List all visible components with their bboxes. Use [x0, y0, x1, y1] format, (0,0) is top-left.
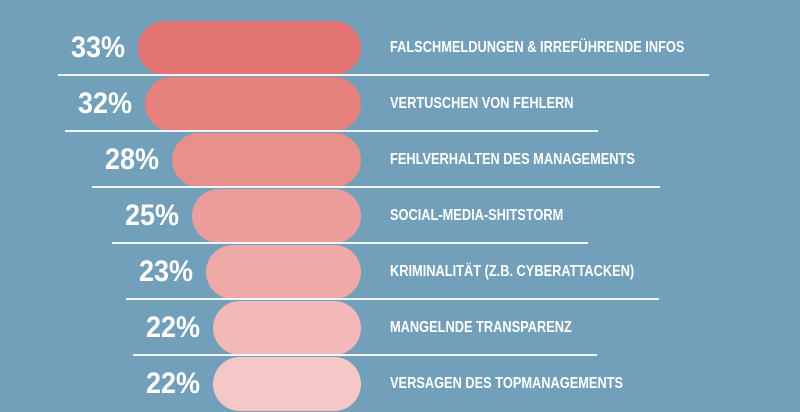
- bar: [138, 21, 361, 75]
- value-label: 28%: [104, 143, 159, 176]
- bar: [212, 357, 361, 411]
- category-label: SOCIAL-MEDIA-SHITSTORM: [390, 207, 564, 224]
- bar: [212, 301, 361, 355]
- bar-row: 22% MANGELNDE TRANSPARENZ: [0, 300, 800, 356]
- divider-line: [132, 354, 597, 356]
- value-label: 22%: [145, 367, 200, 400]
- bar-row: 33% FALSCHMELDUNGEN & IRREFÜHRENDE INFOS: [0, 20, 800, 76]
- bar-row: 32% VERTUSCHEN VON FEHLERN: [0, 76, 800, 132]
- category-label: MANGELNDE TRANSPARENZ: [390, 319, 572, 336]
- divider-line: [58, 74, 710, 76]
- divider-line: [92, 186, 660, 188]
- value-label: 25%: [125, 199, 180, 232]
- value-label: 32%: [77, 87, 132, 120]
- value-label: 22%: [145, 311, 200, 344]
- divider-line: [125, 298, 660, 300]
- category-label: VERSAGEN DES TOPMANAGEMENTS: [390, 375, 624, 392]
- bar-row: 23% KRIMINALITÄT (Z.B. CYBERATTACKEN): [0, 244, 800, 300]
- value-label: 23%: [138, 255, 193, 288]
- value-label: 33%: [71, 31, 126, 64]
- bar: [172, 133, 361, 187]
- category-label: FALSCHMELDUNGEN & IRREFÜHRENDE INFOS: [390, 39, 685, 56]
- bar-row: 25% SOCIAL-MEDIA-SHITSTORM: [0, 188, 800, 244]
- bar: [192, 189, 361, 243]
- bar-row: 22% VERSAGEN DES TOPMANAGEMENTS: [0, 356, 800, 412]
- category-label: KRIMINALITÄT (Z.B. CYBERATTACKEN): [390, 263, 635, 280]
- bar: [145, 77, 361, 131]
- bar-row: 28% FEHLVERHALTEN DES MANAGEMENTS: [0, 132, 800, 188]
- divider-line: [112, 242, 589, 244]
- divider-line: [65, 130, 599, 132]
- category-label: VERTUSCHEN VON FEHLERN: [390, 95, 574, 112]
- bar: [205, 245, 361, 299]
- category-label: FEHLVERHALTEN DES MANAGEMENTS: [390, 151, 635, 168]
